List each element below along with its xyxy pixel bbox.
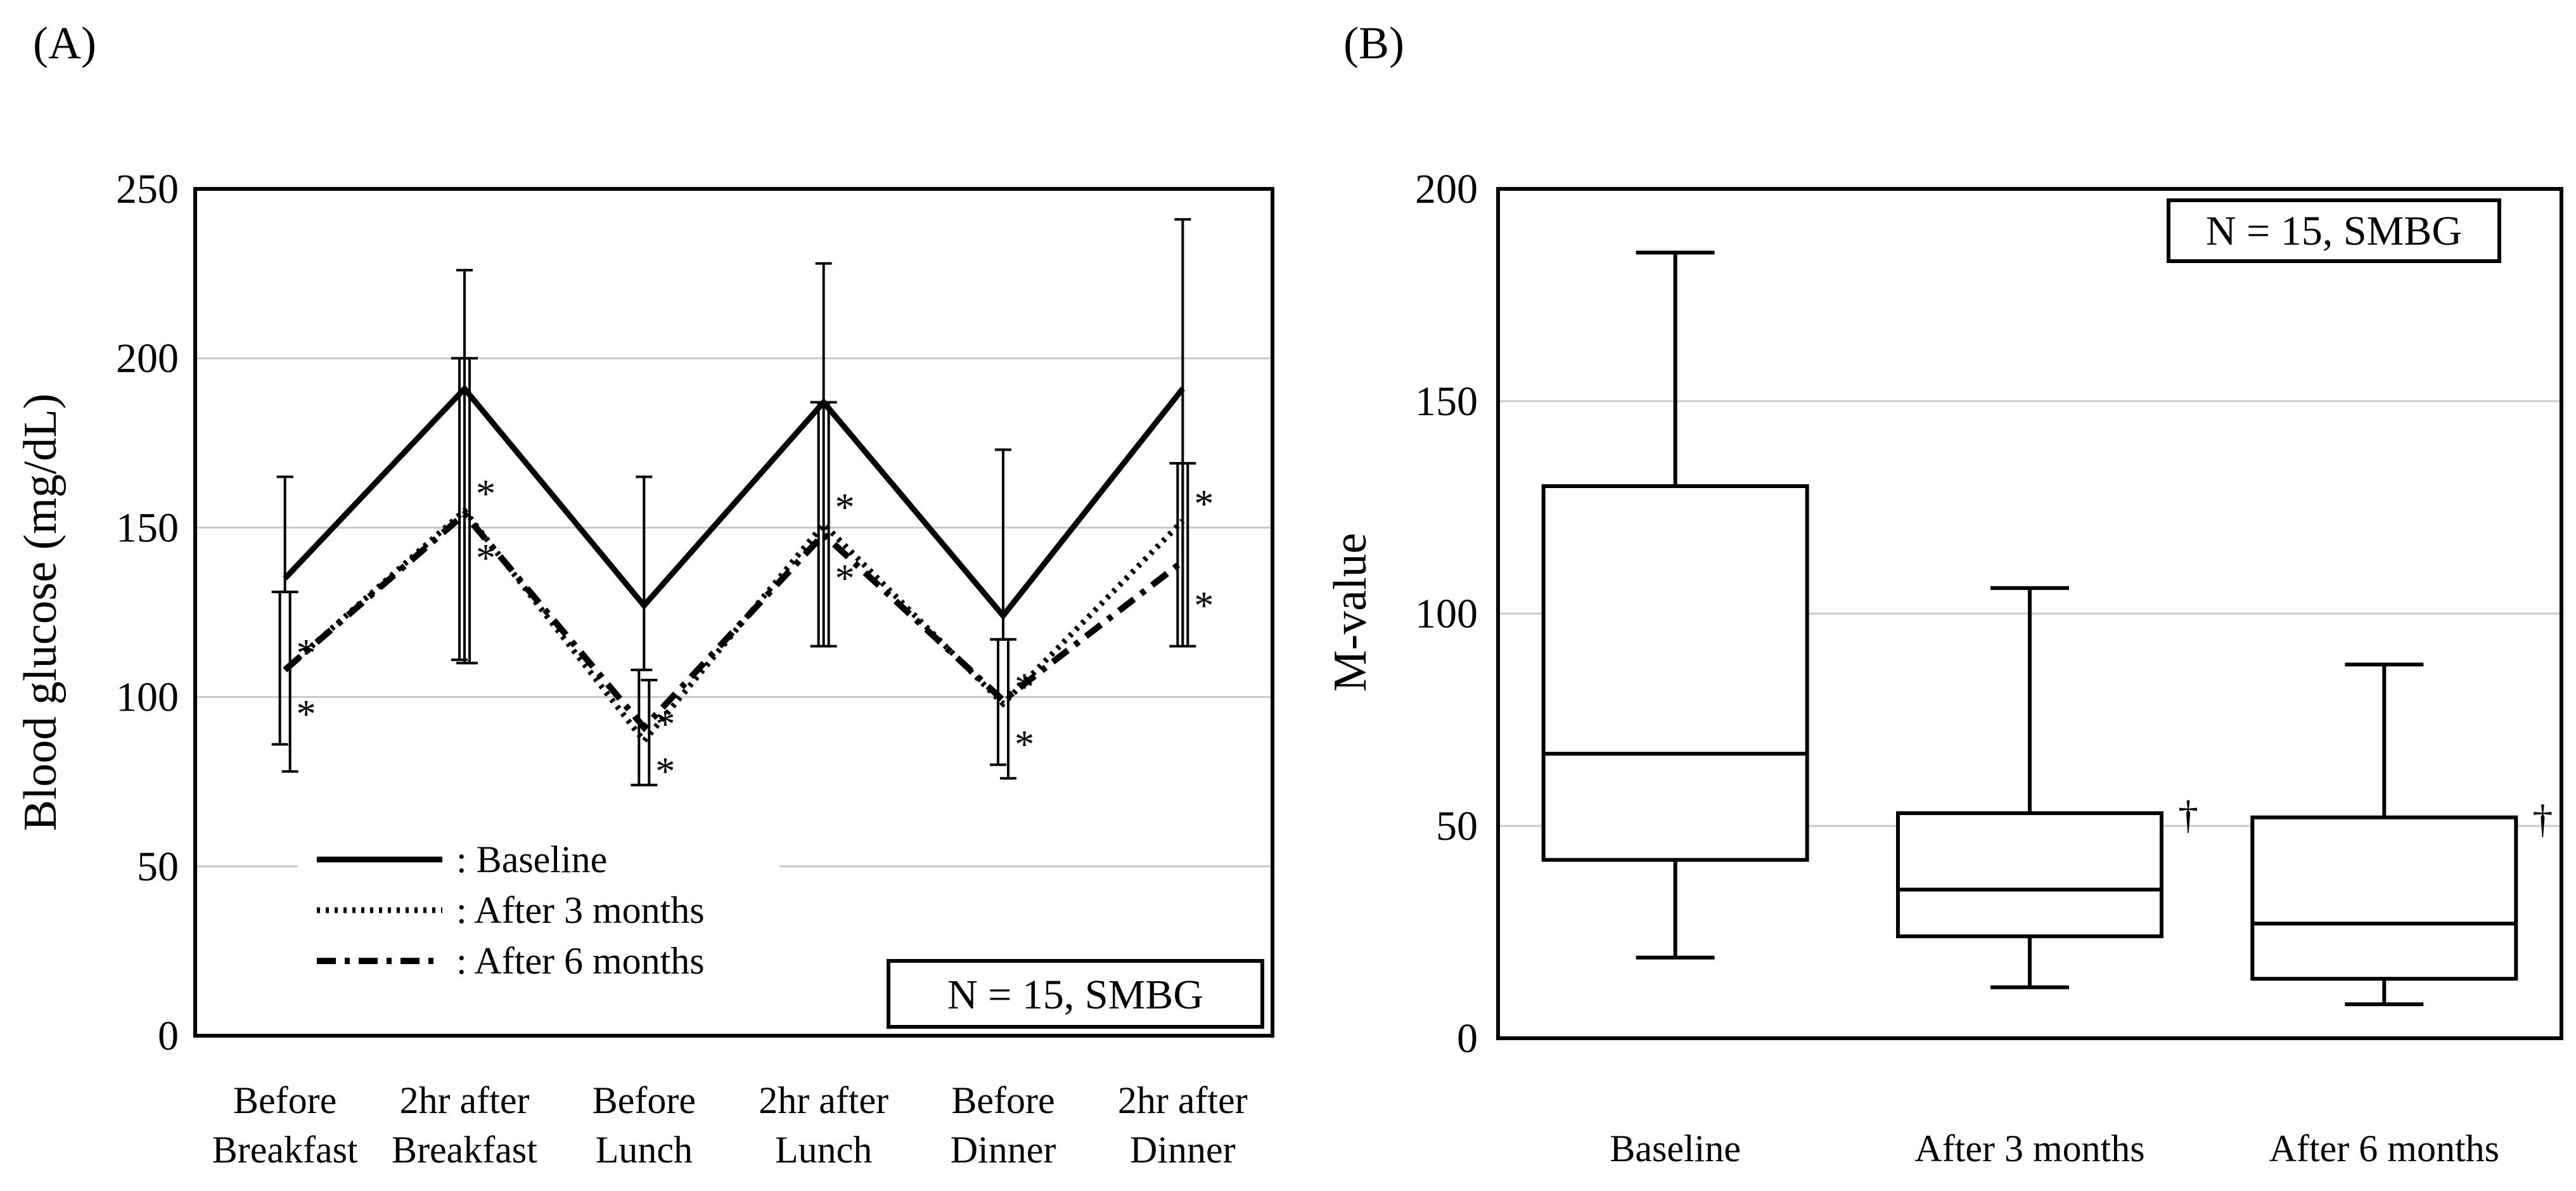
- panel-a-label: (A): [33, 18, 96, 68]
- x-category-label: After 3 months: [1914, 1128, 2144, 1169]
- y-tick-label: 100: [1415, 591, 1478, 637]
- significance-star: *: [835, 486, 855, 529]
- y-tick-label: 50: [1436, 803, 1478, 849]
- panel-b-plot-frame: [1496, 187, 2563, 1040]
- box-iqr: [1541, 484, 1809, 862]
- panel-a-significance-marks: ************: [297, 473, 1214, 794]
- panel-a-y-axis-label: Blood glucose (mg/dL): [15, 394, 67, 832]
- x-category-label: 2hr after Dinner: [1118, 1079, 1248, 1171]
- y-tick-label: 100: [116, 674, 179, 721]
- panel-a-plot-frame: [193, 187, 1274, 1038]
- y-tick-label: 200: [116, 335, 179, 382]
- series-line: [283, 509, 1185, 733]
- panel-a-annotation: N = 15, SMBG: [947, 972, 1203, 1018]
- x-category-label: 2hr after Lunch: [759, 1079, 888, 1171]
- x-category-label: Baseline: [1610, 1128, 1741, 1169]
- panel-a-gridlines: [195, 357, 1272, 868]
- significance-star: *: [1194, 483, 1214, 526]
- panel-b-annotation: N = 15, SMBG: [2206, 208, 2462, 254]
- panel-a-error-bars: [271, 218, 1196, 787]
- x-category-label: After 6 months: [2269, 1128, 2499, 1169]
- panel-b-label: (B): [1343, 18, 1404, 68]
- significance-star: *: [1015, 666, 1034, 709]
- y-tick-label: 0: [1457, 1015, 1478, 1062]
- significance-star: *: [297, 693, 316, 736]
- x-category-label: Before Lunch: [593, 1079, 696, 1171]
- series-line: [283, 384, 1185, 621]
- panel-a-legend: : Baseline : After 3 months : After 6 mont…: [298, 823, 779, 1000]
- x-category-label: Before Breakfast: [212, 1079, 358, 1171]
- significance-star: *: [476, 537, 496, 580]
- y-tick-label: 150: [116, 505, 179, 551]
- panel-a-annotation-box: [887, 959, 1264, 1029]
- x-category-label: Before Dinner: [951, 1079, 1056, 1171]
- box-iqr: [2250, 815, 2518, 981]
- y-tick-label: 200: [1415, 166, 1478, 212]
- significance-star: *: [835, 557, 855, 600]
- significance-star: *: [297, 632, 316, 675]
- panel-a-x-categories: Before Breakfast 2hr after Breakfast Before L…: [212, 1079, 1248, 1171]
- y-tick-label: 50: [137, 844, 179, 890]
- panel-b-boxes: † †: [1541, 250, 2553, 1007]
- box-iqr: [1896, 811, 2163, 939]
- y-tick-label: 150: [1415, 378, 1478, 425]
- significance-dagger: †: [2178, 792, 2198, 837]
- legend-label: : After 6 months: [456, 940, 705, 982]
- significance-dagger: †: [2532, 797, 2553, 842]
- panel-a-y-ticks: 0 50 100 150 200 250: [116, 166, 179, 1059]
- y-tick-label: 250: [116, 166, 179, 212]
- significance-star: *: [655, 703, 675, 746]
- panel-a-line-chart: (A) 0 50 100 150 200 250 Before Breakfast 2hr a…: [15, 18, 1274, 1171]
- panel-b-y-ticks: 0 50 100 150 200: [1415, 166, 1478, 1062]
- panel-b-annotation-box: [2167, 198, 2501, 263]
- panel-a-series-lines: [283, 384, 1185, 746]
- significance-star: *: [1015, 723, 1034, 766]
- significance-star: *: [655, 750, 675, 794]
- significance-star: *: [1194, 584, 1214, 628]
- box-3: †: [2250, 662, 2553, 1007]
- box-1: [1541, 250, 1809, 960]
- x-category-label: 2hr after Breakfast: [392, 1079, 537, 1171]
- box-2: †: [1896, 586, 2198, 989]
- legend-background: [298, 823, 779, 1000]
- panel-b-y-axis-label: M-value: [1324, 533, 1376, 692]
- series-line: [283, 506, 1185, 746]
- panel-b-x-categories: Baseline After 3 months After 6 months: [1610, 1128, 2499, 1169]
- legend-label: : After 3 months: [456, 889, 705, 931]
- y-tick-label: 0: [158, 1013, 179, 1059]
- legend-label: : Baseline: [456, 839, 607, 880]
- significance-star: *: [476, 473, 496, 516]
